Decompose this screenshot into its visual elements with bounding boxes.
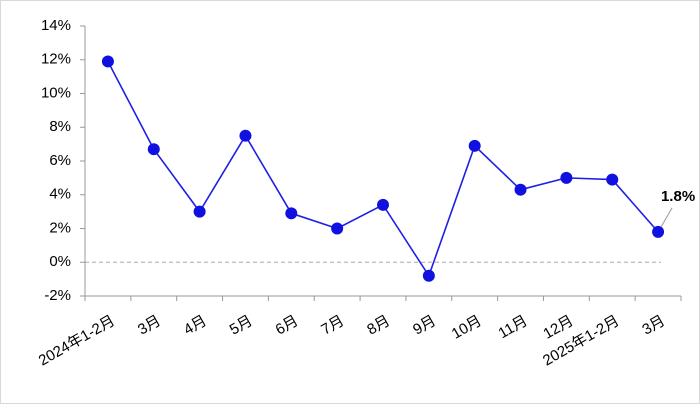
marker	[101, 55, 114, 68]
marker	[560, 171, 573, 184]
y-tick-label: 8%	[49, 118, 71, 135]
y-tick-label: 4%	[49, 186, 71, 203]
y-tick-label: 6%	[49, 152, 71, 169]
marker	[331, 222, 344, 235]
marker	[652, 225, 665, 238]
marker	[193, 205, 206, 218]
y-tick-label: -2%	[44, 287, 71, 304]
marker	[606, 173, 619, 186]
marker	[422, 269, 435, 282]
marker	[285, 207, 298, 220]
y-tick-label: 14%	[41, 17, 71, 34]
leader-line	[660, 207, 673, 228]
y-tick-label: 2%	[49, 219, 71, 236]
marker	[468, 139, 481, 152]
marker	[147, 143, 160, 156]
marker	[377, 198, 389, 211]
y-tick-label: 0%	[49, 253, 71, 270]
marker	[239, 129, 252, 142]
y-tick-label: 10%	[41, 84, 71, 101]
marker	[514, 183, 527, 196]
data-label: 1.8%	[661, 188, 695, 205]
y-tick-label: 12%	[41, 51, 71, 68]
